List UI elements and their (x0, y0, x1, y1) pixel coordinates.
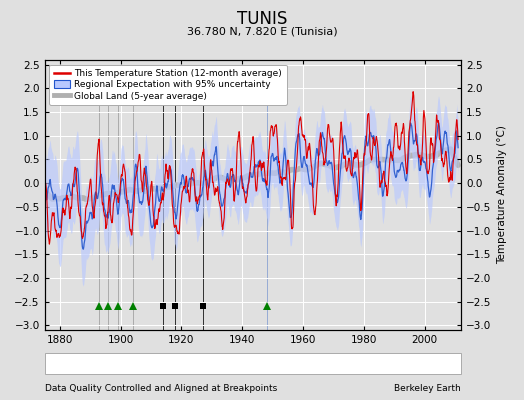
Text: 36.780 N, 7.820 E (Tunisia): 36.780 N, 7.820 E (Tunisia) (187, 26, 337, 36)
Text: TUNIS: TUNIS (237, 10, 287, 28)
Text: Data Quality Controlled and Aligned at Breakpoints: Data Quality Controlled and Aligned at B… (45, 384, 277, 393)
Legend: This Temperature Station (12-month average), Regional Expectation with 95% uncer: This Temperature Station (12-month avera… (49, 64, 287, 105)
Text: Empirical Break: Empirical Break (371, 359, 442, 368)
Text: ◆: ◆ (49, 358, 56, 369)
Text: ▲: ▲ (138, 358, 145, 369)
Text: Station Move: Station Move (62, 359, 122, 368)
Y-axis label: Temperature Anomaly (°C): Temperature Anomaly (°C) (497, 126, 507, 264)
Text: Berkeley Earth: Berkeley Earth (395, 384, 461, 393)
Text: Time of Obs. Change: Time of Obs. Change (245, 359, 340, 368)
Text: Record Gap: Record Gap (151, 359, 203, 368)
Text: ■: ■ (357, 358, 366, 369)
Text: ▼: ▼ (232, 358, 239, 369)
